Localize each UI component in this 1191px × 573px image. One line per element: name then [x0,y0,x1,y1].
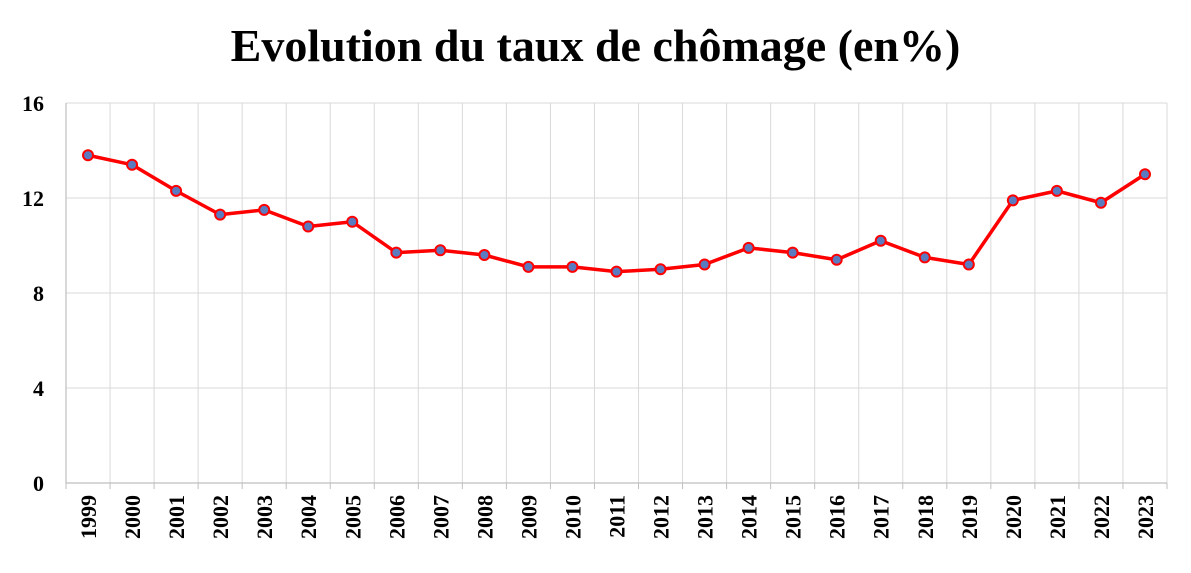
y-tick-label: 16 [22,91,44,116]
grid-layer [65,102,1168,483]
series-layer [86,153,1147,274]
data-point [258,203,271,216]
data-point [566,260,579,273]
x-tick-label: 2017 [869,495,894,539]
data-point [434,244,447,257]
x-tick-label: 2008 [472,495,497,539]
x-tick-label: 2014 [737,495,762,539]
data-point [1094,196,1107,209]
x-tick-label: 2002 [208,495,233,539]
y-axis-ticks: 0 4 8 12 16 [22,91,44,496]
data-point [742,241,755,254]
x-tick-label: 2004 [296,495,321,539]
data-point [82,149,95,162]
data-point [874,234,887,247]
marker-layer [82,149,1151,278]
data-point [1006,194,1019,207]
series-line [86,153,1147,274]
data-point [302,220,315,233]
data-point [170,184,183,197]
data-point [698,258,711,271]
x-tick-label: 2016 [825,495,850,539]
x-tick-label: 2006 [384,495,409,539]
x-tick-label: 2015 [781,495,806,539]
data-point [654,263,667,276]
x-axis-ticks: 1999 2000 2001 2002 2003 2004 2005 2006 2007 2008… [76,495,1158,539]
x-tick-label: 2000 [120,495,145,539]
data-point [830,253,843,266]
data-point [214,208,227,221]
x-tick-label: 2011 [605,495,630,538]
x-tick-label: 2007 [428,495,453,539]
axis-layer [65,103,1168,489]
data-point [1050,184,1063,197]
x-tick-label: 2003 [252,495,277,539]
y-tick-label: 4 [33,376,44,401]
x-tick-label: 2023 [1133,495,1158,539]
y-tick-label: 8 [33,281,44,306]
x-tick-label: 2019 [957,495,982,539]
data-point [786,246,799,259]
x-tick-label: 2012 [649,495,674,539]
data-point [522,260,535,273]
data-point [1138,168,1151,181]
data-point [610,265,623,278]
x-tick-label: 2021 [1045,495,1070,539]
y-tick-label: 0 [33,471,44,496]
x-tick-label: 2005 [340,495,365,539]
data-point [918,251,931,264]
x-tick-label: 2009 [516,495,541,539]
chart-title: Evolution du taux de chômage (en%) [230,20,961,71]
data-point [478,249,491,261]
x-tick-label: 2020 [1001,495,1026,539]
y-tick-label: 12 [22,186,44,211]
data-point [390,246,403,259]
x-tick-label: 2013 [693,495,718,539]
x-tick-label: 2022 [1089,495,1114,539]
x-tick-label: 2018 [913,495,938,539]
x-tick-label: 2001 [164,495,189,539]
data-point [962,258,975,271]
data-point [346,215,359,228]
x-tick-label: 2010 [560,495,585,539]
x-tick-label: 1999 [76,495,101,539]
data-point [126,158,139,171]
